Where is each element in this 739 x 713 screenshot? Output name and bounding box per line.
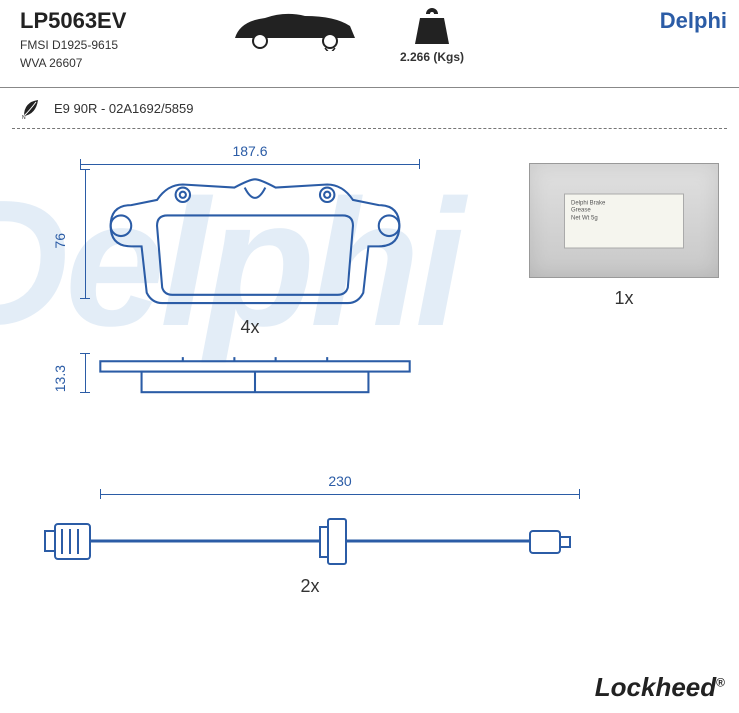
brake-pad-front-svg	[90, 169, 420, 313]
registration-code: E9 90R - 02A1692/5859	[54, 101, 194, 116]
sensor-dim-line	[100, 489, 580, 499]
content-area: 187.6 76	[0, 133, 739, 153]
part-number: LP5063EV	[20, 8, 727, 34]
packet-label-line2: Grease	[571, 208, 677, 216]
packet-quantity: 1x	[529, 288, 719, 309]
pad-height-dimension: 76	[52, 233, 68, 249]
grease-packet-label: Delphi Brake Grease Net Wt 5g	[564, 193, 684, 248]
brand-logo: Delphi	[660, 8, 727, 34]
svg-text:N: N	[22, 115, 26, 120]
grease-packet-image: Delphi Brake Grease Net Wt 5g	[529, 163, 719, 278]
pad-thickness-dimension: 13.3	[52, 365, 68, 392]
footer-brand-text: Lockheed	[595, 672, 716, 702]
brake-pad-drawing: 187.6 76	[40, 143, 420, 338]
pad-quantity: 4x	[80, 317, 420, 338]
footer-brand: Lockheed®	[595, 672, 725, 703]
wear-sensor-svg	[40, 499, 580, 579]
brake-pad-side-drawing: 13.3	[40, 353, 420, 405]
pad-width-dimension: 187.6	[80, 143, 420, 159]
dim-line-vertical	[80, 169, 90, 299]
dim-line-horizontal	[80, 159, 420, 169]
fmsi-code: FMSI D1925-9615	[20, 36, 727, 54]
weight-value: 2.266 (Kgs)	[400, 50, 464, 64]
wva-code: WVA 26607	[20, 54, 727, 72]
header: LP5063EV FMSI D1925-9615 WVA 26607 2.266…	[0, 0, 739, 88]
wear-sensor-drawing: 230 2x	[40, 473, 580, 597]
weight-block: 2.266 (Kgs)	[400, 8, 464, 64]
sensor-quantity: 2x	[40, 576, 580, 597]
registration-row: N E9 90R - 02A1692/5859	[0, 88, 739, 124]
grease-packet: Delphi Brake Grease Net Wt 5g 1x	[529, 163, 719, 309]
divider	[12, 128, 727, 129]
weight-icon	[412, 8, 452, 48]
packet-label-line3: Net Wt 5g	[571, 216, 677, 224]
car-rear-axle-icon	[230, 6, 360, 51]
packet-label-line1: Delphi Brake	[571, 200, 677, 208]
dim-line-vertical-thickness	[80, 353, 90, 393]
eco-leaf-icon: N	[20, 96, 44, 120]
sensor-length-dimension: 230	[100, 473, 580, 489]
brake-pad-side-svg	[90, 353, 420, 405]
